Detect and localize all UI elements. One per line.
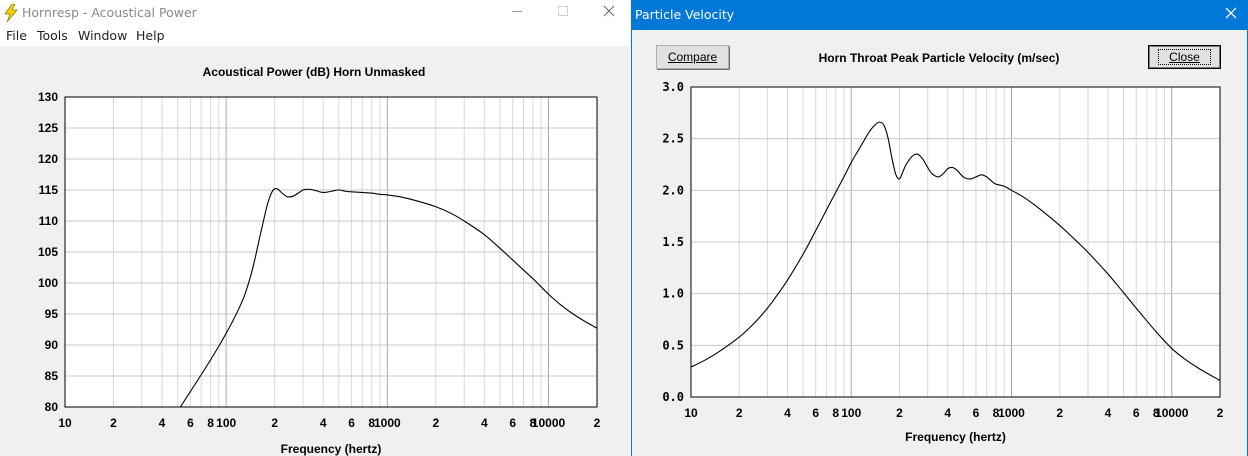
y-tick-label: 125 — [38, 121, 58, 135]
chart-title: Horn Throat Peak Particle Velocity (m/se… — [819, 51, 1060, 65]
x-tick-label: 4 — [1105, 406, 1112, 420]
particle-velocity-window: Particle Velocity Compare Close 3.0 2.5 2.… — [631, 0, 1248, 456]
main-window-title: Hornresp - Acoustical Power — [22, 5, 197, 20]
y-tick-label: 1.5 — [662, 235, 684, 249]
pv-window-title: Particle Velocity — [635, 7, 735, 22]
x-tick-label: 8 — [530, 416, 537, 430]
x-tick-label: 8 — [207, 416, 214, 430]
y-tick-label: 95 — [45, 307, 59, 321]
minimize-button[interactable] — [494, 0, 540, 26]
x-tick-label: 4 — [481, 416, 488, 430]
x-tick-label: 8 — [832, 406, 839, 420]
x-tick-label: 1000 — [374, 416, 401, 430]
x-tick-label: 8 — [368, 416, 375, 430]
compare-button[interactable]: Compare — [656, 45, 729, 69]
x-tick-label: 100 — [216, 416, 236, 430]
close-button[interactable]: Close — [1148, 45, 1221, 69]
maximize-button[interactable] — [540, 0, 586, 26]
x-tick-label: 2 — [1056, 406, 1063, 420]
x-tick-label: 2 — [110, 416, 117, 430]
plot-frame — [64, 96, 598, 408]
y-tick-label: 3.0 — [662, 80, 684, 94]
close-window-button[interactable] — [586, 0, 630, 26]
menu-file[interactable]: File — [6, 28, 27, 43]
menu-help[interactable]: Help — [136, 28, 165, 43]
lightning-app-icon — [3, 3, 19, 23]
y-tick-label: 0.5 — [662, 338, 684, 352]
x-tick-label: 6 — [973, 406, 980, 420]
x-tick-label: 2 — [736, 406, 743, 420]
x-tick-label: 6 — [1133, 406, 1140, 420]
x-tick-label: 8 — [993, 406, 1000, 420]
close-button-label: Close — [1158, 49, 1211, 65]
x-tick-label: 2 — [271, 416, 278, 430]
maximize-icon — [557, 4, 569, 22]
x-tick-label: 6 — [812, 406, 819, 420]
x-axis-label: Frequency (hertz) — [905, 430, 1006, 444]
main-titlebar[interactable]: Hornresp - Acoustical Power — [0, 0, 630, 26]
x-tick-label: 10 — [684, 406, 698, 420]
x-tick-label: 2 — [896, 406, 903, 420]
close-icon — [603, 4, 615, 22]
x-tick-label: 2 — [594, 416, 601, 430]
x-tick-label: 2 — [432, 416, 439, 430]
pv-titlebar[interactable]: Particle Velocity — [631, 0, 1248, 30]
y-tick-label: 120 — [38, 152, 58, 166]
menu-window[interactable]: Window — [78, 28, 128, 43]
pv-close-window-button[interactable] — [1214, 0, 1248, 30]
y-tick-label: 105 — [38, 245, 58, 259]
menu-bar: File Tools Window Help — [0, 26, 630, 46]
x-tick-label: 10000 — [1155, 406, 1189, 420]
x-tick-label: 4 — [159, 416, 166, 430]
y-tick-label: 115 — [39, 183, 59, 197]
minimize-icon — [511, 4, 523, 22]
y-tick-label: 110 — [39, 214, 59, 228]
x-tick-label: 6 — [348, 416, 355, 430]
plot-frame — [690, 86, 1221, 398]
y-tick-label: 1.0 — [662, 287, 684, 301]
pv-client-area: Compare Close 3.0 2.5 2.0 1.5 1.0 0.5 0.0 10 2 4 6… — [632, 30, 1247, 456]
chart-title: Acoustical Power (dB) Horn Unmasked — [203, 65, 426, 79]
y-tick-label: 90 — [45, 338, 59, 352]
y-tick-label: 2.0 — [662, 183, 684, 197]
y-tick-label: 2.5 — [662, 132, 684, 146]
y-tick-label: 85 — [45, 369, 59, 383]
x-axis-label: Frequency (hertz) — [281, 442, 382, 456]
x-tick-label: 8 — [1153, 406, 1160, 420]
series-line-0 — [179, 187, 597, 407]
x-tick-label: 4 — [784, 406, 791, 420]
x-tick-label: 4 — [944, 406, 951, 420]
x-tick-label: 4 — [320, 416, 327, 430]
x-tick-label: 10 — [58, 416, 72, 430]
menu-tools[interactable]: Tools — [37, 28, 68, 43]
x-tick-label: 6 — [509, 416, 516, 430]
hornresp-main-window: Hornresp - Acoustical Power File Tools W… — [0, 0, 630, 456]
close-icon — [1224, 6, 1238, 25]
main-client-area: 130 125 120 115 110 105 100 95 90 85 80 10 2 4 6 8 100 2 4… — [0, 46, 630, 456]
series-line-0 — [691, 121, 1220, 381]
y-tick-label: 80 — [45, 400, 59, 414]
y-tick-label: 130 — [38, 90, 58, 104]
x-tick-label: 2 — [1217, 406, 1224, 420]
y-tick-label: 100 — [38, 276, 58, 290]
x-tick-label: 10000 — [532, 416, 566, 430]
x-tick-label: 1000 — [998, 406, 1025, 420]
y-tick-label: 0.0 — [662, 390, 684, 404]
x-tick-label: 6 — [187, 416, 194, 430]
x-tick-label: 100 — [841, 406, 861, 420]
